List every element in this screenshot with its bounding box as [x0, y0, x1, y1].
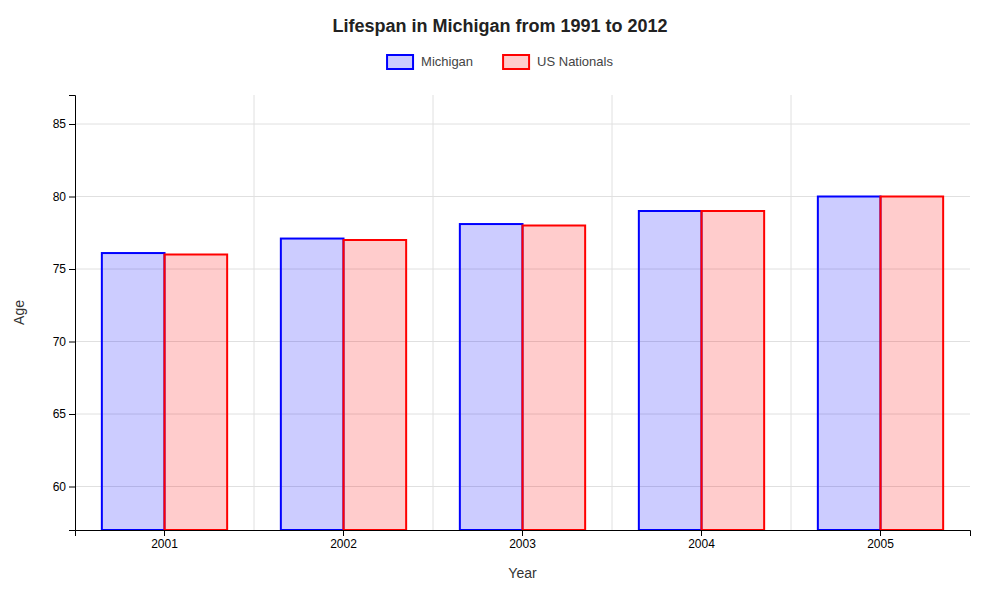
bar — [281, 239, 344, 530]
x-tick: 2002 — [330, 530, 357, 551]
x-tick-label: 2003 — [509, 537, 536, 551]
x-tick: 2003 — [509, 530, 536, 551]
bar — [344, 240, 407, 530]
y-tick-label: 85 — [53, 117, 67, 131]
x-tick-label: 2002 — [330, 537, 357, 551]
legend-label: Michigan — [421, 54, 473, 69]
y-tick: 75 — [53, 262, 75, 276]
x-tick: 2004 — [688, 530, 715, 551]
y-tick-label: 75 — [53, 262, 67, 276]
bar — [639, 211, 702, 530]
y-tick-label: 80 — [53, 190, 67, 204]
group-separator — [254, 95, 255, 530]
bar — [881, 197, 944, 531]
y-tick: 80 — [53, 190, 75, 204]
x-tick: 2001 — [151, 530, 178, 551]
y-tick-mark — [69, 342, 75, 343]
x-tick-label: 2005 — [867, 537, 894, 551]
x-axis-title: Year — [508, 565, 537, 581]
x-tick: 2005 — [867, 530, 894, 551]
chart-container: 60 65 70 75 80 85 2001 2002 2003 2004 2005 Year Age L… — [0, 0, 1000, 600]
legend-swatch — [387, 55, 413, 69]
x-tick-mark — [522, 530, 523, 536]
y-tick-label: 70 — [53, 335, 67, 349]
x-tick-label: 2004 — [688, 537, 715, 551]
bar — [165, 255, 228, 531]
x-axis: 2001 2002 2003 2004 2005 — [76, 530, 971, 551]
y-axis-line — [69, 96, 76, 531]
y-axis-title: Age — [11, 300, 27, 325]
x-tick-mark — [880, 530, 881, 536]
legend-item: Michigan — [387, 54, 473, 69]
y-axis: 60 65 70 75 80 85 — [53, 96, 76, 531]
x-tick-mark — [164, 530, 165, 536]
y-tick-mark — [69, 269, 75, 270]
y-tick-label: 60 — [53, 480, 67, 494]
y-tick: 85 — [53, 117, 75, 131]
group-separator — [433, 95, 434, 530]
legend-label: US Nationals — [537, 54, 613, 69]
bar — [523, 226, 586, 531]
y-tick-mark — [69, 197, 75, 198]
x-axis-line — [76, 531, 971, 537]
grid-line — [75, 124, 970, 125]
bar — [102, 253, 165, 530]
bar — [460, 224, 523, 530]
bar — [818, 197, 881, 531]
bars — [102, 197, 943, 531]
chart-title: Lifespan in Michigan from 1991 to 2012 — [332, 16, 667, 36]
legend-swatch — [503, 55, 529, 69]
grid — [75, 95, 970, 530]
x-tick-mark — [343, 530, 344, 536]
plot-area: 60 65 70 75 80 85 2001 2002 2003 2004 2005 — [53, 95, 971, 551]
y-tick-mark — [69, 487, 75, 488]
group-separator — [791, 95, 792, 530]
y-tick-mark — [69, 124, 75, 125]
y-tick: 65 — [53, 407, 75, 421]
y-tick-label: 65 — [53, 407, 67, 421]
group-separator — [612, 95, 613, 530]
y-tick: 70 — [53, 335, 75, 349]
chart-svg: 60 65 70 75 80 85 2001 2002 2003 2004 2005 Year Age L… — [0, 0, 1000, 600]
y-tick: 60 — [53, 480, 75, 494]
legend-item: US Nationals — [503, 54, 613, 69]
legend: Michigan US Nationals — [387, 54, 613, 69]
bar — [702, 211, 765, 530]
bar-series — [165, 197, 944, 531]
x-tick-mark — [701, 530, 702, 536]
x-tick-label: 2001 — [151, 537, 178, 551]
y-tick-mark — [69, 414, 75, 415]
bar-series — [102, 197, 881, 531]
